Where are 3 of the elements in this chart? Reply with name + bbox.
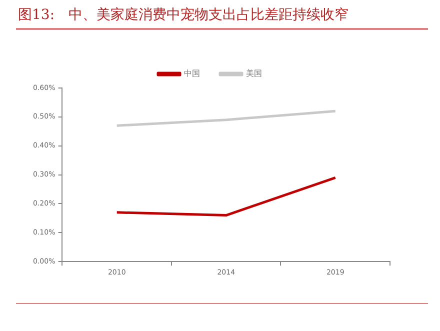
legend-label: 中国	[184, 69, 200, 78]
chart-title: 图13: 中、美家庭消费中宠物支出占比差距持续收窄	[18, 6, 349, 24]
legend-label: 美国	[246, 69, 262, 78]
